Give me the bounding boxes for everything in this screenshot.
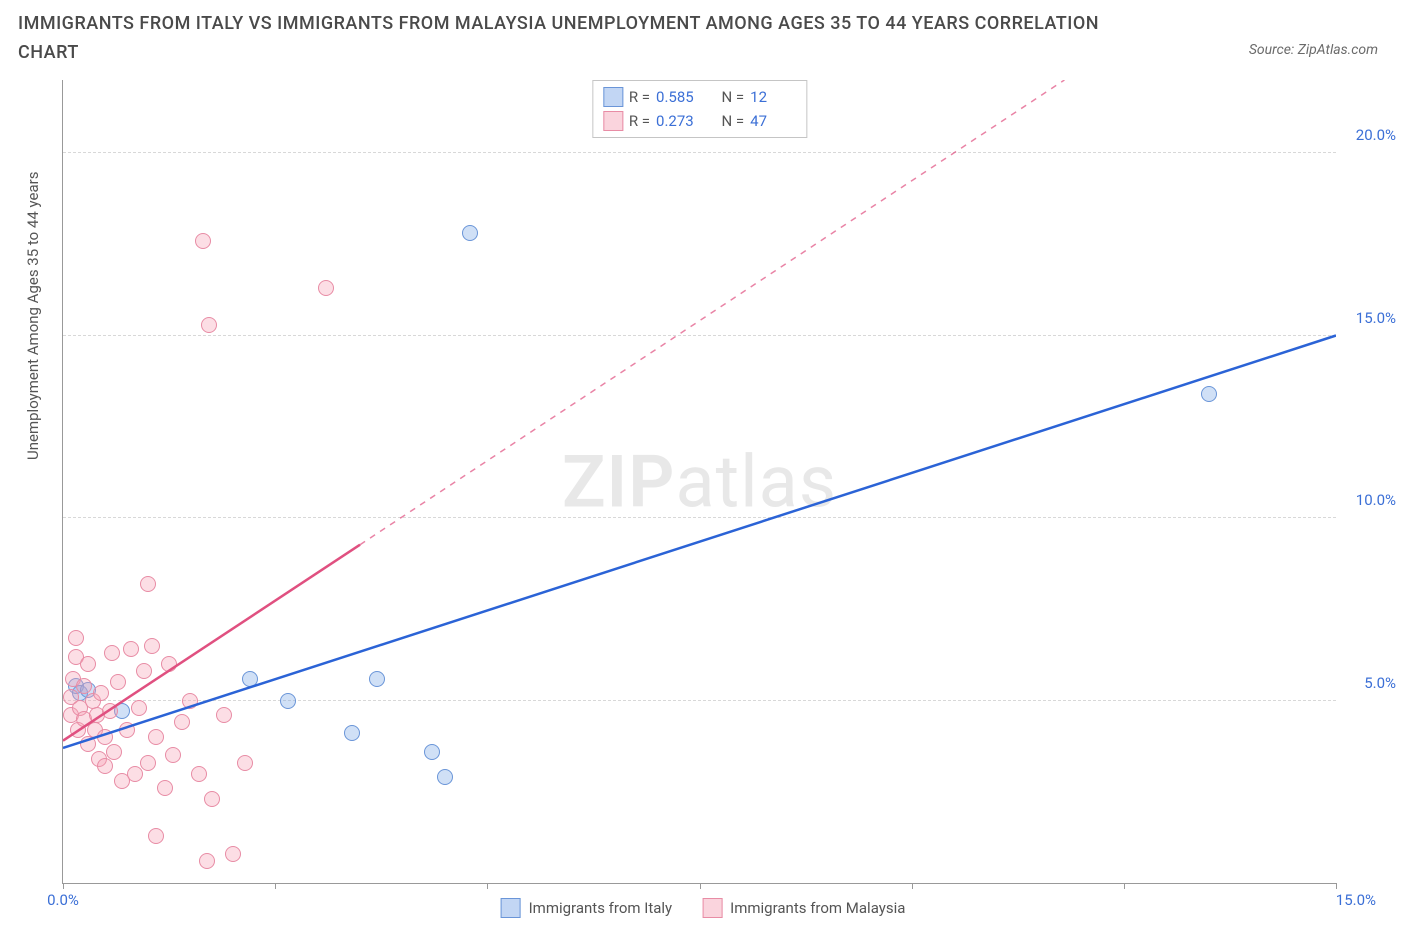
y-tick-label: 10.0% — [1356, 491, 1396, 509]
data-point — [148, 828, 164, 844]
r-value: 0.585 — [656, 88, 702, 106]
data-point — [204, 791, 220, 807]
data-point — [191, 766, 207, 782]
watermark: ZIPatlas — [562, 439, 837, 524]
data-point — [225, 846, 241, 862]
x-tick-label: 0.0% — [47, 891, 79, 909]
legend-label: Immigrants from Italy — [529, 899, 673, 917]
x-tick — [700, 883, 701, 889]
legend-swatch — [702, 898, 722, 918]
data-point — [174, 714, 190, 730]
trendlines-svg — [63, 80, 1336, 883]
correlation-legend-row: R = 0.585 N = 12 — [603, 85, 796, 109]
data-point — [1201, 386, 1217, 402]
data-point — [195, 233, 211, 249]
data-point — [437, 769, 453, 785]
legend-swatch — [501, 898, 521, 918]
data-point — [102, 703, 118, 719]
legend-swatch — [603, 87, 623, 107]
x-tick — [1124, 883, 1125, 889]
data-point — [182, 693, 198, 709]
data-point — [97, 758, 113, 774]
r-label: R = — [629, 88, 650, 106]
n-label: N = — [722, 88, 745, 106]
data-point — [165, 747, 181, 763]
data-point — [106, 744, 122, 760]
data-point — [131, 700, 147, 716]
data-point — [161, 656, 177, 672]
n-value: 47 — [750, 112, 796, 130]
data-point — [93, 685, 109, 701]
data-point — [68, 630, 84, 646]
series-legend-item: Immigrants from Malaysia — [702, 898, 905, 918]
y-axis-title: Unemployment Among Ages 35 to 44 years — [24, 172, 42, 460]
r-label: R = — [629, 112, 650, 130]
data-point — [110, 674, 126, 690]
data-point — [369, 671, 385, 687]
n-label: N = — [722, 112, 745, 130]
gridline — [63, 152, 1336, 153]
data-point — [424, 744, 440, 760]
data-point — [136, 663, 152, 679]
correlation-legend-row: R = 0.273 N = 47 — [603, 109, 796, 133]
series-legend: Immigrants from Italy Immigrants from Mal… — [501, 898, 906, 918]
data-point — [140, 576, 156, 592]
x-tick — [912, 883, 913, 889]
data-point — [462, 225, 478, 241]
data-point — [237, 755, 253, 771]
legend-label: Immigrants from Malaysia — [730, 899, 905, 917]
chart-source: Source: ZipAtlas.com — [1249, 42, 1378, 58]
legend-swatch — [603, 111, 623, 131]
n-value: 12 — [750, 88, 796, 106]
data-point — [80, 736, 96, 752]
data-point — [104, 645, 120, 661]
data-point — [199, 853, 215, 869]
data-point — [242, 671, 258, 687]
y-tick-label: 5.0% — [1364, 674, 1396, 692]
y-tick-label: 20.0% — [1356, 126, 1396, 144]
gridline — [63, 517, 1336, 518]
chart-plot-area: ZIPatlas R = 0.585 N = 12R = 0.273 N = 4… — [62, 80, 1336, 884]
data-point — [318, 280, 334, 296]
chart-title: IMMIGRANTS FROM ITALY VS IMMIGRANTS FROM… — [18, 10, 1118, 68]
data-point — [119, 722, 135, 738]
data-point — [80, 656, 96, 672]
data-point — [280, 693, 296, 709]
source-prefix: Source: — [1249, 42, 1298, 58]
x-tick — [63, 883, 64, 889]
x-tick — [275, 883, 276, 889]
data-point — [97, 729, 113, 745]
watermark-rest: atlas — [675, 439, 837, 524]
data-point — [201, 317, 217, 333]
data-point — [140, 755, 156, 771]
x-tick-label: 15.0% — [1336, 891, 1376, 909]
correlation-legend: R = 0.585 N = 12R = 0.273 N = 47 — [592, 80, 807, 138]
y-tick-label: 15.0% — [1356, 309, 1396, 327]
data-point — [76, 678, 92, 694]
series-legend-item: Immigrants from Italy — [501, 898, 673, 918]
data-point — [157, 780, 173, 796]
data-point — [344, 725, 360, 741]
data-point — [148, 729, 164, 745]
watermark-bold: ZIP — [562, 439, 675, 524]
data-point — [144, 638, 160, 654]
x-tick — [487, 883, 488, 889]
gridline — [63, 335, 1336, 336]
data-point — [127, 766, 143, 782]
data-point — [123, 641, 139, 657]
gridline — [63, 700, 1336, 701]
r-value: 0.273 — [656, 112, 702, 130]
source-name: ZipAtlas.com — [1298, 42, 1378, 58]
x-tick — [1336, 883, 1337, 889]
data-point — [216, 707, 232, 723]
